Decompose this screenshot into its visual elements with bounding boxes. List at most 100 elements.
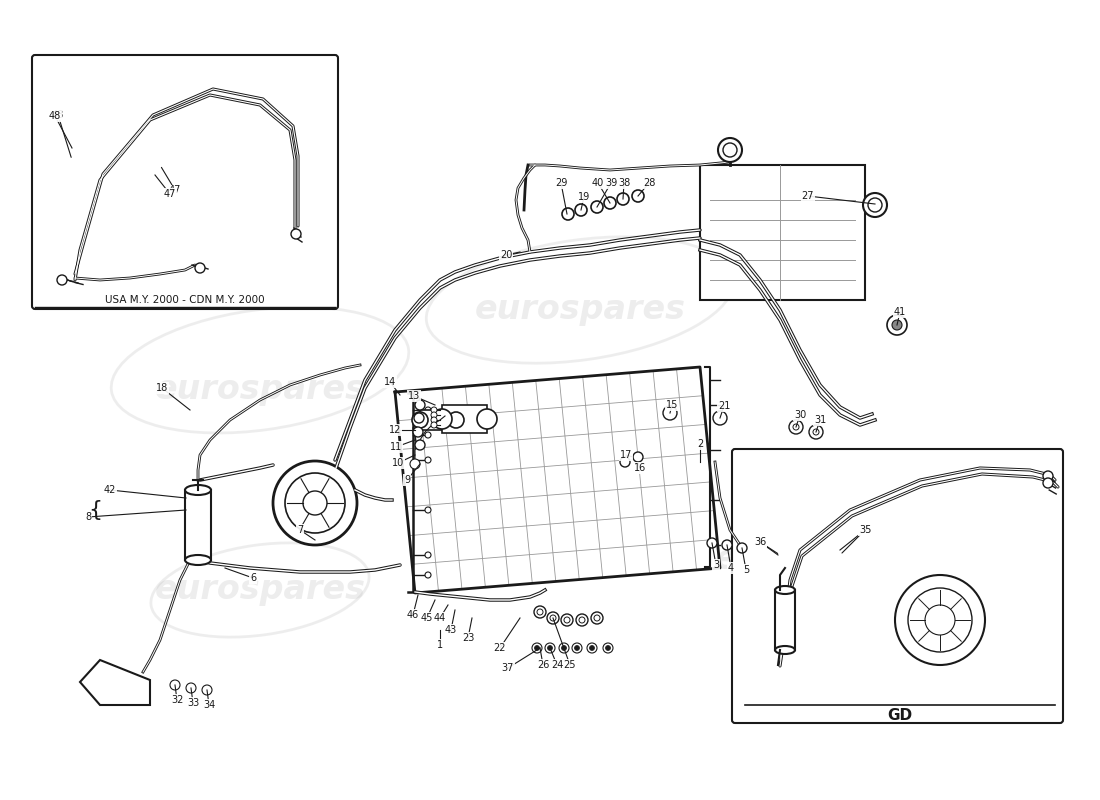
Text: eurospares: eurospares bbox=[154, 574, 365, 606]
Circle shape bbox=[432, 409, 452, 429]
Text: 21: 21 bbox=[718, 401, 730, 411]
Text: 48: 48 bbox=[48, 111, 62, 121]
Circle shape bbox=[594, 615, 600, 621]
Circle shape bbox=[604, 197, 616, 209]
Text: 24: 24 bbox=[551, 660, 563, 670]
Text: 20: 20 bbox=[499, 250, 513, 260]
Text: USA M.Y. 2000 - CDN M.Y. 2000: USA M.Y. 2000 - CDN M.Y. 2000 bbox=[106, 295, 265, 305]
Text: 40: 40 bbox=[592, 178, 604, 188]
Ellipse shape bbox=[776, 586, 795, 594]
Circle shape bbox=[561, 614, 573, 626]
Circle shape bbox=[632, 452, 644, 462]
Bar bbox=[420, 410, 456, 430]
Bar bbox=[442, 405, 487, 433]
Circle shape bbox=[532, 643, 542, 653]
Circle shape bbox=[813, 429, 820, 435]
Text: 29: 29 bbox=[554, 178, 568, 188]
Circle shape bbox=[574, 646, 580, 650]
Circle shape bbox=[544, 643, 556, 653]
Circle shape bbox=[559, 643, 569, 653]
Circle shape bbox=[415, 400, 425, 410]
Circle shape bbox=[425, 552, 431, 558]
Circle shape bbox=[737, 543, 747, 553]
Circle shape bbox=[808, 425, 823, 439]
Text: 44: 44 bbox=[433, 613, 447, 623]
Text: 3: 3 bbox=[713, 560, 719, 570]
FancyBboxPatch shape bbox=[32, 55, 338, 309]
Text: GD: GD bbox=[888, 707, 913, 722]
Circle shape bbox=[202, 685, 212, 695]
Ellipse shape bbox=[776, 646, 795, 654]
Circle shape bbox=[591, 612, 603, 624]
Text: 31: 31 bbox=[814, 415, 826, 425]
Text: 9: 9 bbox=[404, 475, 410, 485]
Circle shape bbox=[425, 507, 431, 513]
Text: 22: 22 bbox=[494, 643, 506, 653]
Text: 43: 43 bbox=[444, 625, 458, 635]
Text: 37: 37 bbox=[502, 663, 514, 673]
Text: 19: 19 bbox=[578, 192, 590, 202]
Text: 35: 35 bbox=[859, 525, 871, 535]
FancyBboxPatch shape bbox=[732, 449, 1063, 723]
Text: 48: 48 bbox=[52, 110, 64, 120]
Text: 11: 11 bbox=[389, 442, 403, 452]
Text: eurospares: eurospares bbox=[715, 543, 925, 577]
Text: 32: 32 bbox=[170, 695, 184, 705]
Circle shape bbox=[431, 412, 437, 418]
Text: 30: 30 bbox=[794, 410, 806, 420]
Circle shape bbox=[713, 411, 727, 425]
Circle shape bbox=[723, 143, 737, 157]
Text: {: { bbox=[88, 500, 102, 520]
Circle shape bbox=[547, 612, 559, 624]
Text: 36: 36 bbox=[754, 537, 766, 547]
Text: 6: 6 bbox=[250, 573, 256, 583]
Circle shape bbox=[273, 461, 358, 545]
Circle shape bbox=[908, 588, 972, 652]
Bar bbox=[185, 490, 211, 560]
Circle shape bbox=[892, 320, 902, 330]
Circle shape bbox=[1043, 478, 1053, 488]
Circle shape bbox=[195, 263, 205, 273]
Text: 1: 1 bbox=[437, 640, 443, 650]
Ellipse shape bbox=[185, 485, 211, 495]
Circle shape bbox=[722, 540, 732, 550]
Circle shape bbox=[292, 229, 301, 239]
Text: 2: 2 bbox=[697, 439, 703, 449]
Circle shape bbox=[663, 406, 676, 420]
Text: 45: 45 bbox=[421, 613, 433, 623]
Circle shape bbox=[285, 473, 345, 533]
Circle shape bbox=[302, 491, 327, 515]
Circle shape bbox=[425, 457, 431, 463]
Text: 15: 15 bbox=[666, 400, 679, 410]
Bar bbox=[700, 165, 865, 300]
Polygon shape bbox=[80, 660, 150, 705]
Circle shape bbox=[477, 409, 497, 429]
Text: eurospares: eurospares bbox=[474, 294, 685, 326]
Text: 46: 46 bbox=[407, 610, 419, 620]
Circle shape bbox=[537, 609, 543, 615]
Text: 23: 23 bbox=[462, 633, 474, 643]
Circle shape bbox=[868, 198, 882, 212]
Circle shape bbox=[632, 190, 644, 202]
Circle shape bbox=[412, 412, 428, 428]
Text: 17: 17 bbox=[619, 450, 632, 460]
Text: 39: 39 bbox=[605, 178, 617, 188]
Circle shape bbox=[534, 606, 546, 618]
Circle shape bbox=[605, 646, 610, 650]
Text: 34: 34 bbox=[202, 700, 216, 710]
Text: 25: 25 bbox=[563, 660, 576, 670]
Circle shape bbox=[620, 457, 630, 467]
Circle shape bbox=[562, 208, 574, 220]
Text: eurospares: eurospares bbox=[154, 374, 365, 406]
Text: 16: 16 bbox=[634, 463, 646, 473]
Circle shape bbox=[414, 413, 424, 423]
Circle shape bbox=[587, 643, 597, 653]
Circle shape bbox=[431, 417, 437, 423]
Text: 33: 33 bbox=[187, 698, 199, 708]
Text: 28: 28 bbox=[642, 178, 656, 188]
Circle shape bbox=[57, 275, 67, 285]
Circle shape bbox=[864, 193, 887, 217]
Circle shape bbox=[591, 201, 603, 213]
Text: 12: 12 bbox=[388, 425, 401, 435]
Text: 10: 10 bbox=[392, 458, 404, 468]
